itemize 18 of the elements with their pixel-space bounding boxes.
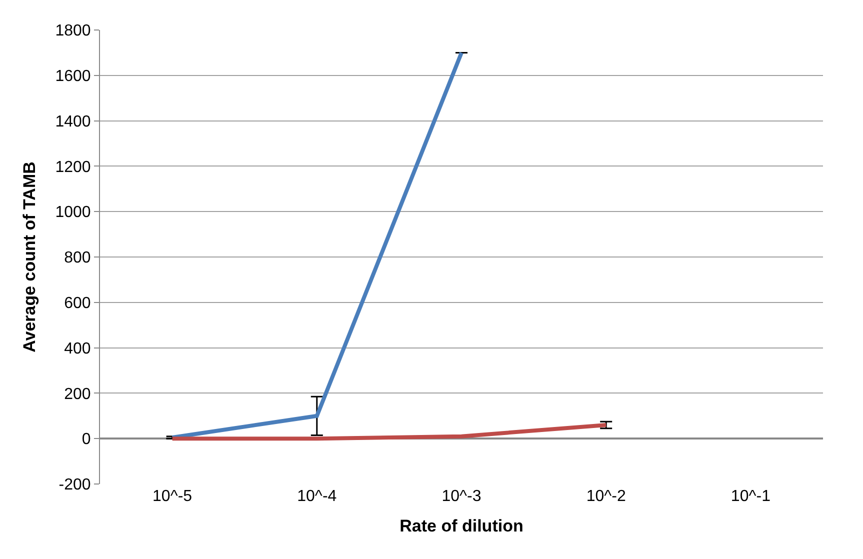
y-axis-title: Average count of TAMB	[20, 162, 39, 352]
x-tick-label: 10^-3	[442, 488, 482, 505]
y-tick-label: 1600	[55, 68, 91, 85]
y-tick-label: 1200	[55, 158, 91, 176]
y-tick-label: 1400	[55, 113, 91, 130]
y-tick-label: -200	[58, 476, 91, 494]
y-tick-label: 800	[64, 250, 91, 267]
y-tick-label: 1000	[55, 204, 91, 222]
x-tick-label: 10^-2	[586, 488, 626, 505]
y-tick-label: 0	[82, 431, 91, 448]
x-tick-label: 10^-5	[152, 488, 192, 505]
y-tick-label: 400	[64, 340, 91, 358]
x-axis-title: Rate of dilution	[400, 516, 524, 536]
y-tick-label: 600	[64, 295, 91, 312]
y-tick-label: 200	[64, 386, 91, 403]
y-tick-label: 1800	[55, 22, 91, 40]
x-tick-label: 10^-4	[297, 488, 337, 505]
x-tick-label: 10^-1	[730, 488, 771, 505]
